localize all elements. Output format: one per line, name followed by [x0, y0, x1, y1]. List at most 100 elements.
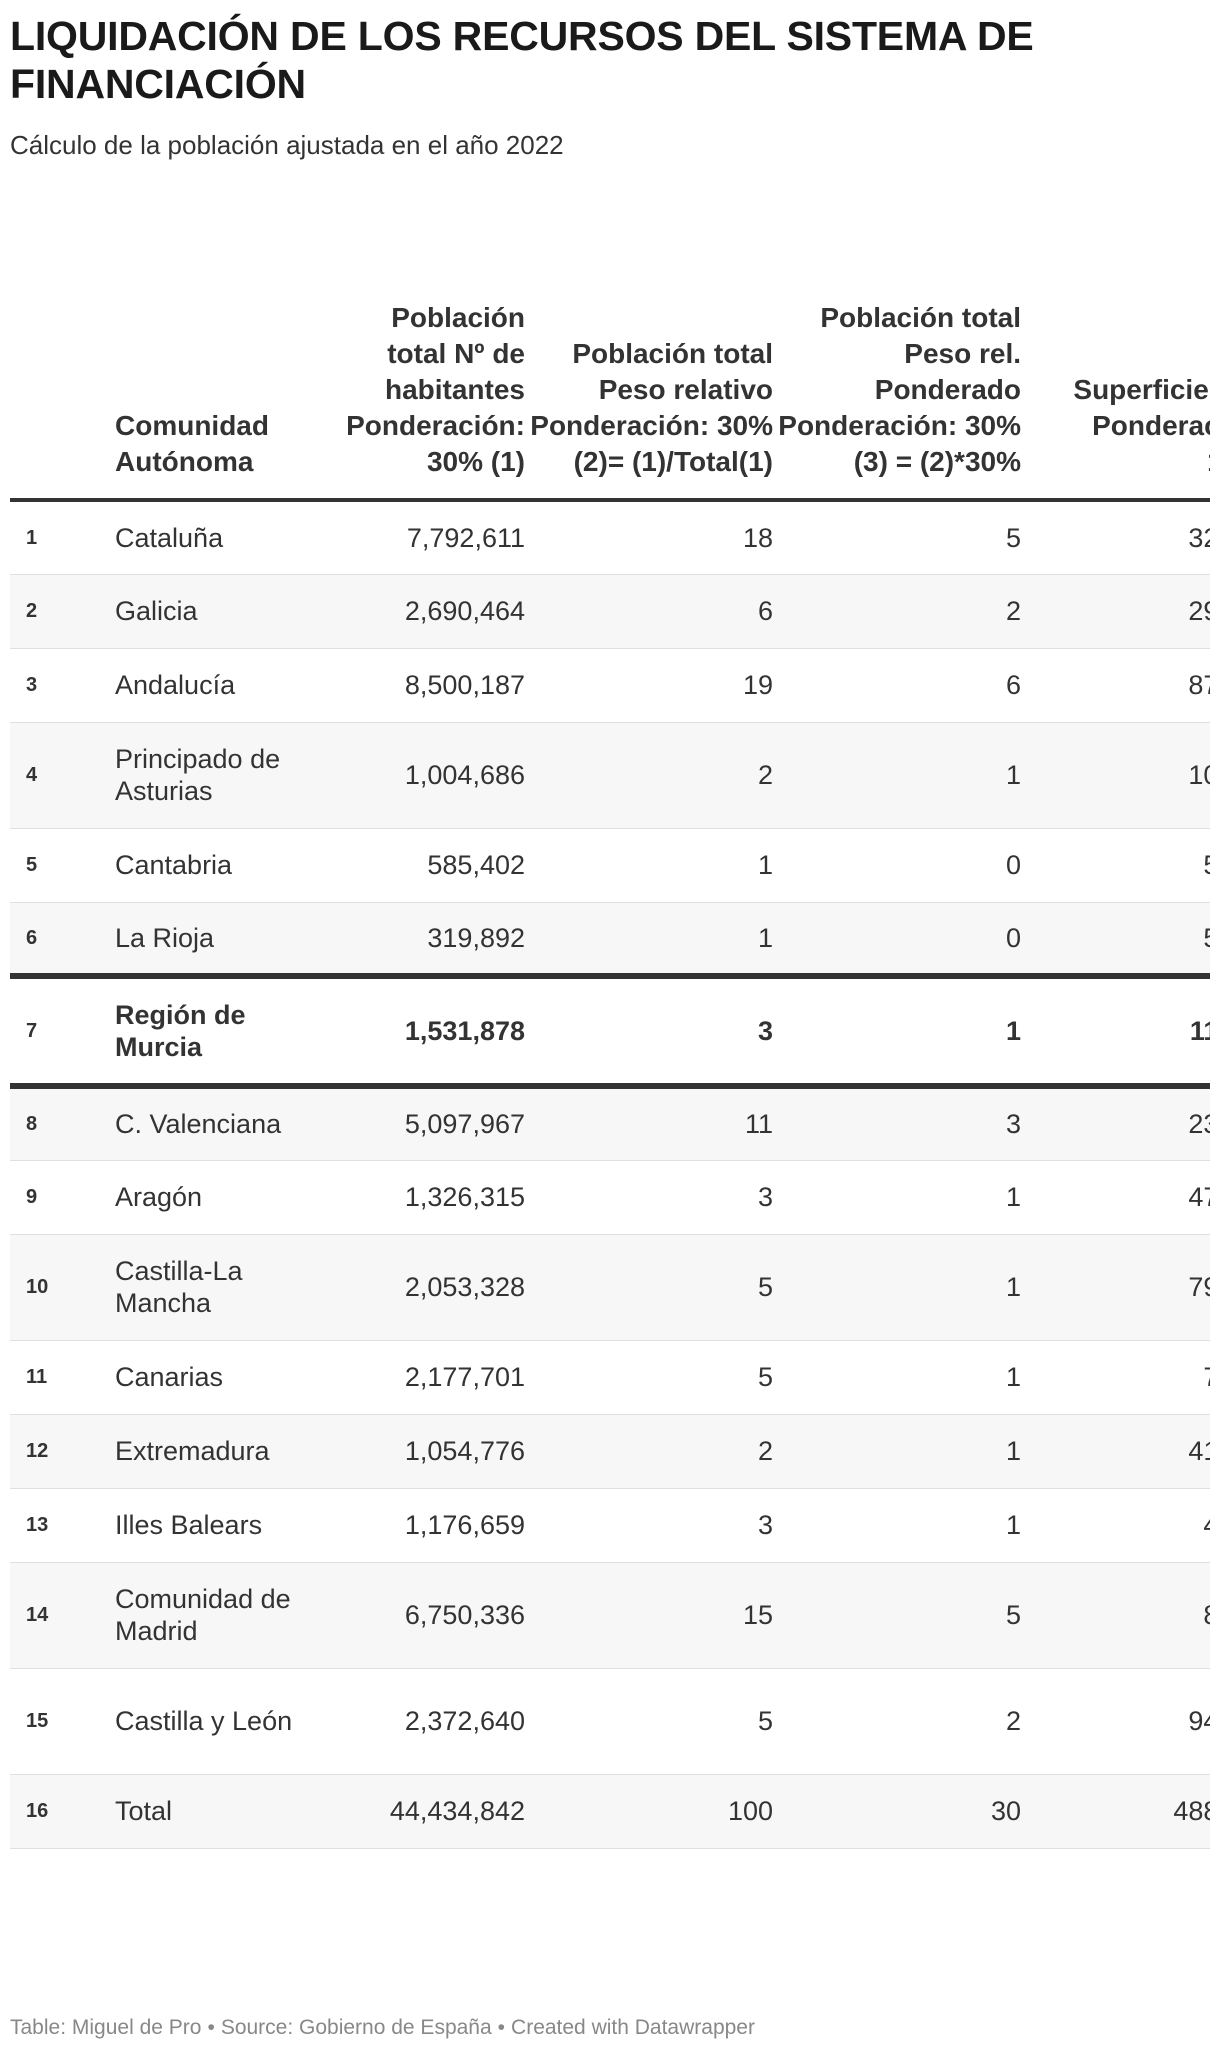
- row-superficie: 5,321: [1021, 828, 1210, 903]
- row-peso-relativo: 18: [525, 500, 773, 575]
- row-peso-ponderado: 1: [773, 1160, 1021, 1235]
- row-rank: 7: [10, 973, 115, 1089]
- footer: Table: Miguel de Pro • Source: Gobierno de…: [10, 2014, 755, 2042]
- row-peso-ponderado: 2: [773, 574, 1021, 649]
- row-peso-relativo: 3: [525, 973, 773, 1089]
- table-header: Comunidad Autónoma Población total Nº de…: [10, 300, 1210, 502]
- column-header-comunidad[interactable]: Comunidad Autónoma: [115, 300, 335, 502]
- chart-container: LIQUIDACIÓN DE LOS RECURSOS DEL SISTEMA …: [10, 0, 1210, 2060]
- row-peso-relativo: 1: [525, 828, 773, 903]
- row-peso-ponderado: 1: [773, 722, 1021, 829]
- data-table-viewport[interactable]: Comunidad Autónoma Población total Nº de…: [10, 300, 1210, 2000]
- row-peso-ponderado: 5: [773, 1562, 1021, 1669]
- row-poblacion: 2,372,640: [335, 1668, 525, 1775]
- footer-table-credit: Table: Miguel de Pro: [10, 2016, 202, 2039]
- row-superficie: 87,599: [1021, 648, 1210, 723]
- row-poblacion: 2,690,464: [335, 574, 525, 649]
- row-rank: 9: [10, 1160, 115, 1235]
- row-superficie: 4,992: [1021, 1488, 1210, 1563]
- row-poblacion: 1,531,878: [335, 973, 525, 1089]
- row-comunidad: Andalucía: [115, 648, 335, 723]
- footer-separator: •: [497, 2016, 506, 2039]
- row-superficie: 5,045: [1021, 902, 1210, 977]
- row-comunidad: La Rioja: [115, 902, 335, 977]
- row-peso-relativo: 100: [525, 1774, 773, 1849]
- row-rank: 14: [10, 1562, 115, 1669]
- page-subtitle: Cálculo de la población ajustada en el a…: [10, 130, 564, 160]
- row-poblacion: 8,500,187: [335, 648, 525, 723]
- row-poblacion: 1,326,315: [335, 1160, 525, 1235]
- row-rank: 6: [10, 902, 115, 977]
- row-peso-relativo: 3: [525, 1160, 773, 1235]
- row-peso-ponderado: 0: [773, 902, 1021, 977]
- row-rank: 2: [10, 574, 115, 649]
- row-poblacion: 5,097,967: [335, 1086, 525, 1161]
- row-peso-ponderado: 1: [773, 1234, 1021, 1341]
- row-superficie: 79,409: [1021, 1234, 1210, 1341]
- row-superficie: 29,575: [1021, 574, 1210, 649]
- page-title: LIQUIDACIÓN DE LOS RECURSOS DEL SISTEMA …: [10, 13, 1034, 107]
- row-peso-ponderado: 30: [773, 1774, 1021, 1849]
- row-rank: 15: [10, 1668, 115, 1775]
- row-rank: 10: [10, 1234, 115, 1341]
- data-table: Comunidad Autónoma Población total Nº de…: [10, 300, 1210, 1849]
- row-peso-relativo: 19: [525, 648, 773, 723]
- row-peso-ponderado: 1: [773, 1488, 1021, 1563]
- column-header-peso-ponderado[interactable]: Población total Peso rel. Ponderado Pond…: [773, 300, 1021, 502]
- row-poblacion: 1,054,776: [335, 1414, 525, 1489]
- row-superficie: 7,447: [1021, 1340, 1210, 1415]
- row-comunidad: Canarias: [115, 1340, 335, 1415]
- row-peso-relativo: 5: [525, 1668, 773, 1775]
- column-header-peso-relativo[interactable]: Población total Peso relativo Ponderació…: [525, 300, 773, 502]
- row-rank: 1: [10, 500, 115, 575]
- row-comunidad: Cataluña: [115, 500, 335, 575]
- row-peso-relativo: 3: [525, 1488, 773, 1563]
- footer-separator: •: [207, 2016, 215, 2039]
- row-comunidad: Principado de Asturias: [115, 722, 335, 829]
- row-rank: 5: [10, 828, 115, 903]
- row-peso-relativo: 2: [525, 1414, 773, 1489]
- row-poblacion: 1,004,686: [335, 722, 525, 829]
- column-header-poblacion[interactable]: Población total Nº de habitantes Pondera…: [335, 300, 525, 502]
- row-poblacion: 44,434,842: [335, 1774, 525, 1849]
- row-rank: 11: [10, 1340, 115, 1415]
- row-rank: 12: [10, 1414, 115, 1489]
- row-comunidad: Galicia: [115, 574, 335, 649]
- column-header-superficie[interactable]: Superficie Km² Ponderación: 1,8%: [1021, 300, 1210, 502]
- row-poblacion: 7,792,611: [335, 500, 525, 575]
- row-rank: 13: [10, 1488, 115, 1563]
- row-rank: 16: [10, 1774, 115, 1849]
- row-peso-relativo: 5: [525, 1340, 773, 1415]
- footer-datawrapper-link[interactable]: Created with Datawrapper: [511, 2016, 755, 2039]
- row-comunidad: Total: [115, 1774, 335, 1849]
- row-comunidad: Castilla y León: [115, 1668, 335, 1775]
- row-peso-ponderado: 6: [773, 648, 1021, 723]
- row-poblacion: 585,402: [335, 828, 525, 903]
- row-superficie: 32,091: [1021, 500, 1210, 575]
- table-body: 1Cataluña7,792,61118532,0912Galicia2,690…: [10, 500, 1210, 1849]
- row-comunidad: Región de Murcia: [115, 973, 335, 1089]
- row-comunidad: Cantabria: [115, 828, 335, 903]
- row-peso-relativo: 2: [525, 722, 773, 829]
- row-poblacion: 319,892: [335, 902, 525, 977]
- row-superficie: 11,314: [1021, 973, 1210, 1089]
- footer-source: Source: Gobierno de España: [220, 2016, 492, 2039]
- row-peso-relativo: 5: [525, 1234, 773, 1341]
- row-poblacion: 6,750,336: [335, 1562, 525, 1669]
- row-rank: 8: [10, 1086, 115, 1161]
- row-superficie: 94,224: [1021, 1668, 1210, 1775]
- row-peso-ponderado: 1: [773, 1414, 1021, 1489]
- row-peso-ponderado: 2: [773, 1668, 1021, 1775]
